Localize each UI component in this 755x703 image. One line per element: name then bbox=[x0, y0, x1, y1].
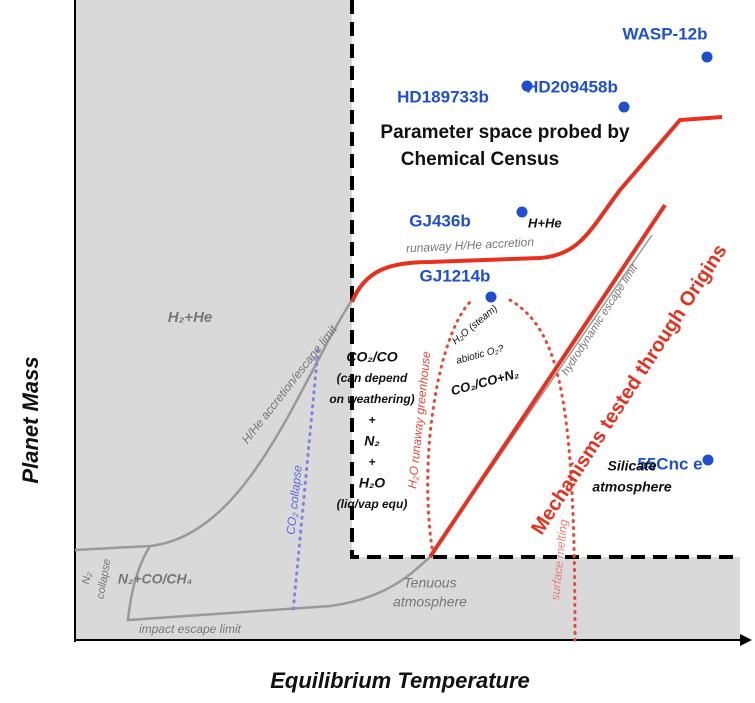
dashed-boundary bbox=[350, 0, 740, 559]
label: N₂+CO/CH₄ bbox=[118, 571, 192, 587]
label: Planet Mass bbox=[18, 356, 43, 483]
label: H₂O (steam) bbox=[450, 303, 500, 347]
label: Parameter space probed by bbox=[380, 122, 630, 143]
planet-dot bbox=[618, 101, 630, 113]
accretion-curve bbox=[350, 115, 723, 303]
greenhouse-dots bbox=[426, 298, 577, 642]
label: N₂ bbox=[80, 570, 94, 585]
label: + bbox=[368, 455, 375, 469]
label: N₂ bbox=[364, 433, 379, 449]
region-gray bbox=[352, 557, 740, 640]
label: CO₂/CO+N₂ bbox=[449, 366, 520, 398]
accretion-limit-curve bbox=[74, 299, 354, 552]
label: hydrodynamic escape limit bbox=[560, 262, 641, 378]
label: HD209458b bbox=[526, 77, 618, 96]
label: atmosphere bbox=[592, 479, 672, 495]
label: H₂+He bbox=[168, 309, 213, 326]
label: H₂O runaway greenhouse bbox=[405, 350, 433, 489]
planet-dot bbox=[701, 51, 713, 63]
label: HD189733b bbox=[397, 87, 489, 106]
label: CO₂/CO bbox=[346, 349, 397, 365]
label: H+He bbox=[528, 215, 562, 230]
label: WASP-12b bbox=[622, 24, 707, 43]
axis-arrow bbox=[740, 634, 752, 646]
planet-dot bbox=[521, 80, 533, 92]
label: (liq/vap equ) bbox=[337, 497, 408, 511]
planet-dot bbox=[516, 206, 528, 218]
label: Silicate bbox=[607, 458, 656, 474]
label: runaway H/He accretion bbox=[406, 235, 535, 256]
label: on weathering) bbox=[329, 392, 414, 406]
planet-dot bbox=[485, 291, 497, 303]
planet-dot bbox=[702, 454, 714, 466]
label: Tenuous bbox=[403, 575, 456, 591]
label: H₂O bbox=[359, 475, 385, 491]
label: Chemical Census bbox=[401, 149, 559, 170]
label: Equilibrium Temperature bbox=[270, 668, 530, 693]
label: atmosphere bbox=[393, 594, 467, 610]
label: GJ1214b bbox=[420, 266, 491, 285]
origins-line bbox=[428, 203, 667, 559]
label: impact escape limit bbox=[139, 622, 242, 636]
label: GJ436b bbox=[409, 211, 470, 230]
label: 55Cnc e bbox=[637, 454, 702, 473]
region-gray bbox=[75, 0, 352, 640]
escape-curve bbox=[126, 545, 431, 622]
label: (can depend bbox=[337, 371, 408, 385]
label: abiotic O₂? bbox=[455, 343, 505, 366]
label: + bbox=[368, 413, 375, 427]
co2-collapse-dots bbox=[291, 348, 320, 614]
